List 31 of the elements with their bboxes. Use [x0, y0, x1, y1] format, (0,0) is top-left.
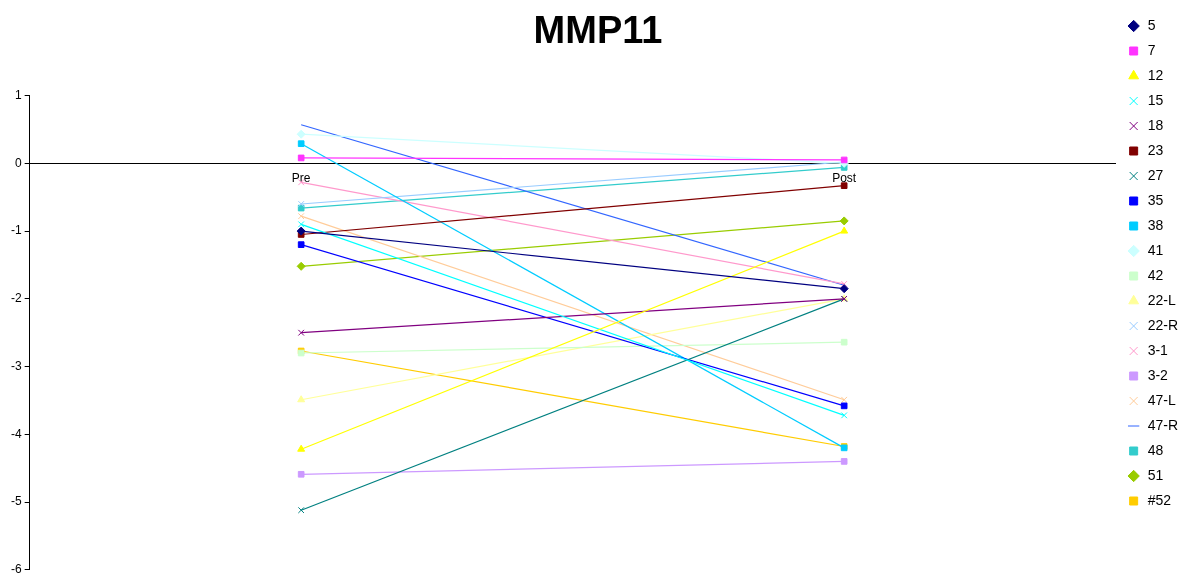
legend-label: 42 — [1147, 266, 1164, 283]
legend-label: 18 — [1147, 116, 1164, 133]
legend-label: 38 — [1147, 216, 1164, 233]
legend-label: 3-1 — [1147, 341, 1169, 358]
legend-label: 27 — [1147, 166, 1164, 183]
y-tick-label: -1 — [11, 223, 22, 238]
x-tick-label: Post — [832, 170, 857, 185]
y-tick-label: -6 — [11, 562, 22, 577]
legend-label: 51 — [1147, 466, 1164, 483]
y-tick-label: -3 — [11, 358, 22, 373]
y-tick-label: 0 — [14, 155, 22, 170]
legend-label: 5 — [1147, 16, 1156, 33]
chart-title: MMP11 — [533, 9, 663, 52]
legend-label: 47-L — [1147, 391, 1176, 408]
legend-label: 12 — [1147, 66, 1164, 83]
legend-label: 35 — [1147, 191, 1164, 208]
y-tick-label: -4 — [11, 426, 22, 441]
legend-label: 23 — [1147, 141, 1164, 158]
legend-label: 22-R — [1147, 316, 1179, 333]
legend-label: 48 — [1147, 441, 1164, 458]
legend-label: 22-L — [1147, 291, 1176, 308]
legend-label: 3-2 — [1147, 366, 1169, 383]
y-tick-label: 1 — [14, 87, 22, 102]
y-tick-label: -2 — [11, 291, 22, 306]
y-tick-label: -5 — [11, 494, 22, 509]
legend-label: 41 — [1147, 241, 1164, 258]
legend-label: 47-R — [1147, 416, 1179, 433]
x-tick-label: Pre — [291, 170, 311, 185]
legend-label: #52 — [1147, 491, 1172, 508]
legend-label: 15 — [1147, 91, 1164, 108]
legend-label: 7 — [1147, 41, 1156, 58]
